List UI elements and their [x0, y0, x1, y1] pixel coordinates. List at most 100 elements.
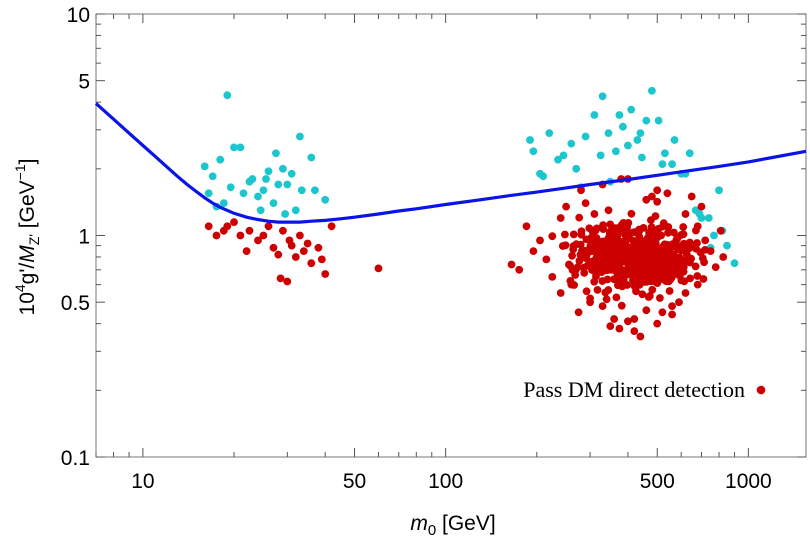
excluded-point — [311, 186, 319, 195]
passing-point — [679, 223, 688, 231]
passing-point — [638, 290, 647, 299]
passing-point — [575, 213, 584, 222]
passing-point — [598, 237, 607, 246]
passing-point — [665, 261, 674, 270]
passing-point — [653, 267, 662, 275]
excluded-point — [204, 189, 213, 198]
passing-points — [204, 175, 728, 341]
passing-point — [585, 224, 594, 233]
passing-point — [374, 264, 383, 273]
passing-point — [590, 264, 598, 273]
excluded-point — [200, 162, 209, 171]
passing-point — [651, 250, 659, 258]
passing-point — [601, 288, 610, 297]
excluded-point — [638, 153, 646, 162]
excluded-point — [668, 160, 676, 169]
excluded-point — [723, 241, 731, 250]
passing-point — [680, 277, 689, 286]
passing-point — [598, 277, 607, 285]
excluded-point — [223, 91, 232, 100]
passing-point — [593, 244, 602, 253]
passing-point — [598, 264, 606, 273]
excluded-point — [598, 92, 607, 101]
passing-point — [616, 238, 625, 247]
passing-point — [638, 245, 647, 254]
excluded-point — [321, 195, 330, 204]
passing-point — [617, 301, 626, 310]
passing-point — [691, 262, 700, 271]
passing-point — [582, 287, 591, 296]
passing-point — [274, 250, 283, 259]
passing-point — [276, 274, 285, 283]
excluded-point — [624, 141, 632, 150]
passing-point — [642, 306, 651, 315]
y-tick-label: 0.1 — [61, 447, 90, 470]
x-axis-subscript: 0 — [428, 522, 436, 537]
y-axis-prefix: 10 — [16, 292, 39, 315]
passing-point — [613, 261, 622, 269]
excluded-point — [281, 210, 289, 218]
passing-point — [664, 223, 673, 231]
excluded-point — [658, 160, 667, 169]
passing-point — [716, 226, 725, 235]
y-axis-unit-open: [GeV — [16, 180, 39, 234]
passing-point — [686, 274, 694, 283]
passing-point — [629, 276, 638, 284]
excluded-point — [615, 111, 624, 119]
x-tick-label: 50 — [343, 470, 366, 493]
passing-point — [719, 253, 728, 261]
y-axis-unit-sup: −1 — [12, 164, 28, 180]
passing-point — [548, 232, 557, 241]
passing-point — [600, 246, 609, 255]
passing-point — [303, 239, 312, 248]
passing-point — [663, 189, 672, 198]
passing-point — [651, 212, 660, 221]
excluded-point — [636, 129, 645, 138]
passing-point — [581, 199, 590, 208]
passing-point — [642, 195, 651, 204]
passing-point — [673, 270, 681, 278]
passing-point — [650, 237, 659, 245]
passing-point — [556, 214, 565, 222]
passing-point — [693, 239, 701, 247]
passing-point — [641, 270, 650, 279]
passing-point — [682, 250, 691, 259]
excluded-point — [262, 175, 270, 183]
passing-point — [595, 253, 604, 262]
passing-point — [685, 238, 694, 247]
passing-point — [561, 241, 570, 250]
passing-point — [681, 289, 690, 297]
x-axis-symbol: m — [410, 512, 428, 535]
excluded-point — [612, 147, 620, 156]
passing-point — [669, 240, 677, 248]
passing-point — [673, 234, 682, 242]
passing-point — [562, 202, 570, 211]
passing-point — [579, 263, 588, 272]
x-axis-unit: [GeV] — [436, 512, 496, 535]
passing-point — [561, 230, 569, 239]
passing-point — [536, 236, 544, 245]
y-axis-mass: M — [16, 245, 39, 263]
excluded-point — [219, 199, 228, 208]
passing-point — [647, 259, 656, 268]
passing-point — [565, 260, 573, 269]
excluded-point — [272, 149, 280, 158]
passing-point — [236, 231, 245, 240]
passing-point — [668, 302, 676, 310]
passing-point — [204, 222, 213, 231]
passing-point — [507, 260, 516, 269]
passing-point — [621, 231, 630, 240]
passing-point — [706, 247, 715, 256]
excluded-point — [526, 136, 534, 144]
passing-point — [681, 210, 690, 218]
excluded-point — [239, 189, 248, 198]
excluded-point — [704, 214, 713, 222]
y-axis-unit-close: ] — [16, 159, 39, 165]
passing-point — [577, 230, 586, 239]
tick-labels: 10 50 100 500 1000 0.1 0.5 1 5 10 — [61, 4, 772, 493]
excluded-point — [236, 143, 245, 152]
passing-point — [567, 280, 576, 289]
passing-point — [582, 235, 591, 244]
excluded-point — [254, 192, 262, 201]
